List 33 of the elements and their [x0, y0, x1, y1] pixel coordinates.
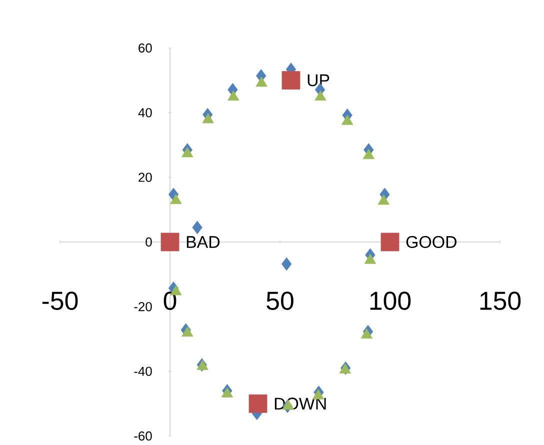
point: [192, 220, 202, 234]
y-tick-label: -40: [134, 366, 152, 376]
point: [228, 90, 240, 101]
point: [360, 328, 373, 339]
x-tick-label: 100: [370, 292, 411, 310]
point: [378, 194, 390, 205]
annotation: BAD: [186, 236, 220, 248]
annotation: GOOD: [406, 236, 456, 248]
point: [182, 147, 194, 158]
y-tick-label: 60: [138, 43, 152, 53]
point: [182, 326, 194, 337]
y-tick-label: 0: [146, 237, 152, 247]
point: [221, 387, 234, 398]
point: [170, 194, 182, 204]
point: [380, 232, 400, 252]
x-tick-label: -50: [42, 292, 78, 310]
point: [202, 113, 214, 124]
point: [364, 254, 376, 264]
y-tick-label: 40: [138, 108, 152, 118]
point: [160, 232, 180, 252]
x-tick-label: 50: [266, 292, 294, 310]
point: [256, 76, 268, 87]
y-tick-label: -60: [134, 431, 152, 441]
point: [248, 394, 268, 413]
y-tick-label: -20: [134, 302, 152, 312]
x-tick-label: 150: [480, 292, 521, 310]
annotation: UP: [308, 74, 330, 86]
point: [282, 257, 292, 271]
y-tick-label: 20: [138, 172, 152, 182]
point: [314, 90, 326, 101]
point: [282, 71, 300, 90]
point: [362, 148, 374, 160]
point: [341, 114, 354, 125]
